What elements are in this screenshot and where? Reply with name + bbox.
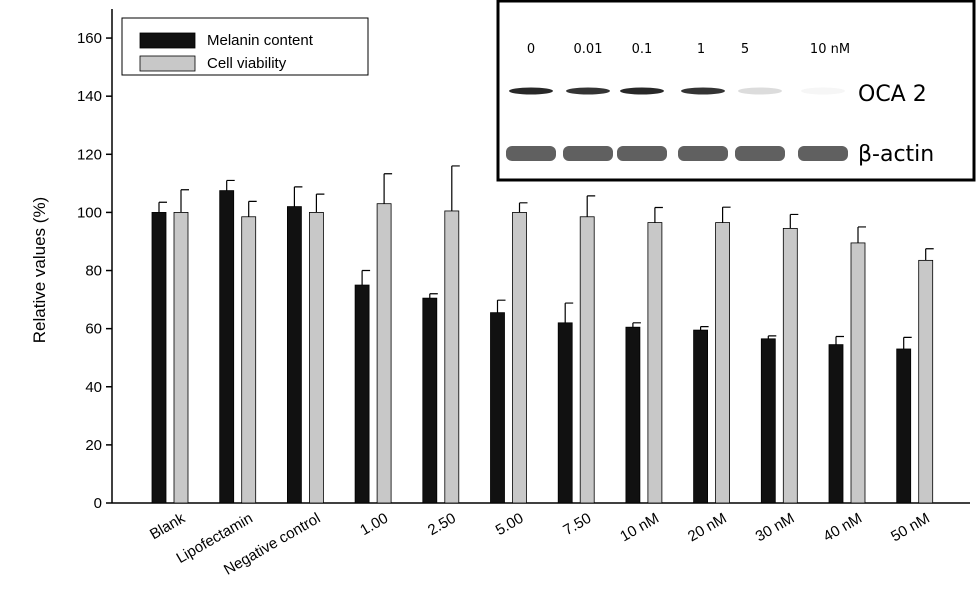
oca2-band bbox=[738, 88, 782, 95]
oca2-band bbox=[509, 88, 553, 95]
error-bar bbox=[926, 249, 934, 261]
blot-row-label: β-actin bbox=[858, 142, 934, 167]
bar bbox=[716, 223, 730, 503]
blot-row-label: OCA 2 bbox=[858, 82, 927, 107]
y-tick-label: 140 bbox=[77, 88, 102, 105]
error-bar bbox=[384, 174, 392, 204]
error-bar bbox=[249, 201, 257, 216]
bar bbox=[445, 211, 459, 503]
error-bar bbox=[362, 271, 370, 286]
actin-band bbox=[798, 146, 848, 161]
bar bbox=[761, 339, 775, 503]
error-bar bbox=[498, 300, 506, 312]
oca2-band bbox=[620, 88, 664, 95]
error-bar bbox=[701, 327, 709, 330]
x-tick-label: 7.50 bbox=[560, 510, 594, 539]
error-bar bbox=[858, 227, 866, 243]
legend-label: Cell viability bbox=[207, 55, 287, 72]
y-axis-label: Relative values (%) bbox=[30, 197, 49, 343]
bar bbox=[897, 349, 911, 503]
bar bbox=[694, 330, 708, 503]
error-bar bbox=[565, 303, 573, 323]
x-tick-label: Blank bbox=[147, 509, 188, 543]
error-bar bbox=[181, 190, 189, 213]
lane-label: 1 bbox=[697, 42, 705, 57]
x-tick-label: 5.00 bbox=[493, 510, 527, 539]
oca2-band bbox=[681, 88, 725, 95]
bar bbox=[355, 285, 369, 503]
bar bbox=[783, 228, 797, 503]
lane-label: 0.01 bbox=[574, 42, 603, 57]
actin-band bbox=[563, 146, 613, 161]
chart: Relative values (%) 0 20 40 60 80 100 120 140 16… bbox=[0, 0, 976, 602]
error-bar bbox=[520, 203, 528, 213]
y-tick-label: 100 bbox=[77, 204, 102, 221]
error-bar bbox=[316, 194, 324, 212]
error-bar bbox=[790, 214, 798, 228]
error-bar bbox=[904, 337, 912, 349]
bar bbox=[220, 191, 234, 503]
bar bbox=[648, 223, 662, 503]
x-tick-label: 30 nM bbox=[753, 510, 798, 546]
y-tick-label: 0 bbox=[94, 495, 102, 512]
actin-band bbox=[617, 146, 667, 161]
error-bar bbox=[836, 336, 844, 344]
x-tick-label: 40 nM bbox=[820, 510, 865, 546]
bar bbox=[513, 212, 527, 503]
error-bar bbox=[452, 166, 460, 211]
oca2-band bbox=[801, 88, 845, 95]
x-tick-label: 20 nM bbox=[685, 510, 730, 546]
x-tick-label: 1.00 bbox=[357, 510, 391, 539]
error-bar bbox=[723, 207, 731, 222]
page: {"chart_data": {"type": "bar", "y_label"… bbox=[0, 0, 976, 602]
x-tick-label: 50 nM bbox=[888, 510, 933, 546]
bar bbox=[423, 298, 437, 503]
bar bbox=[287, 207, 301, 503]
bar bbox=[851, 243, 865, 503]
bar bbox=[919, 260, 933, 503]
bar bbox=[626, 327, 640, 503]
bar bbox=[242, 217, 256, 503]
error-bar bbox=[587, 196, 595, 217]
bar bbox=[580, 217, 594, 503]
error-bar bbox=[294, 187, 302, 207]
bar bbox=[829, 345, 843, 503]
y-tick-label: 80 bbox=[85, 263, 102, 280]
error-bar bbox=[430, 294, 438, 298]
x-tick-label: 10 nM bbox=[617, 510, 662, 546]
bar bbox=[377, 204, 391, 503]
error-bar bbox=[768, 336, 776, 339]
y-tick-label: 40 bbox=[85, 379, 102, 396]
actin-band bbox=[735, 146, 785, 161]
legend-swatch bbox=[140, 56, 195, 71]
error-bar bbox=[633, 323, 641, 327]
error-bar bbox=[655, 207, 663, 222]
lane-label: 10 nM bbox=[810, 42, 850, 57]
bar bbox=[174, 212, 188, 503]
oca2-band bbox=[566, 88, 610, 95]
bar bbox=[491, 313, 505, 503]
actin-band bbox=[506, 146, 556, 161]
bar bbox=[152, 212, 166, 503]
y-tick-label: 60 bbox=[85, 321, 102, 338]
error-bar bbox=[227, 180, 235, 190]
error-bar bbox=[159, 202, 167, 212]
legend-swatch bbox=[140, 33, 195, 48]
legend-label: Melanin content bbox=[207, 32, 314, 49]
actin-band bbox=[678, 146, 728, 161]
y-tick-label: 20 bbox=[85, 437, 102, 454]
y-tick-label: 160 bbox=[77, 30, 102, 47]
x-tick-label: 2.50 bbox=[425, 510, 459, 539]
y-tick-label: 120 bbox=[77, 146, 102, 163]
lane-label: 5 bbox=[741, 42, 749, 57]
bar bbox=[558, 323, 572, 503]
lane-label: 0.1 bbox=[632, 42, 653, 57]
lane-label: 0 bbox=[527, 42, 535, 57]
bar bbox=[309, 212, 323, 503]
